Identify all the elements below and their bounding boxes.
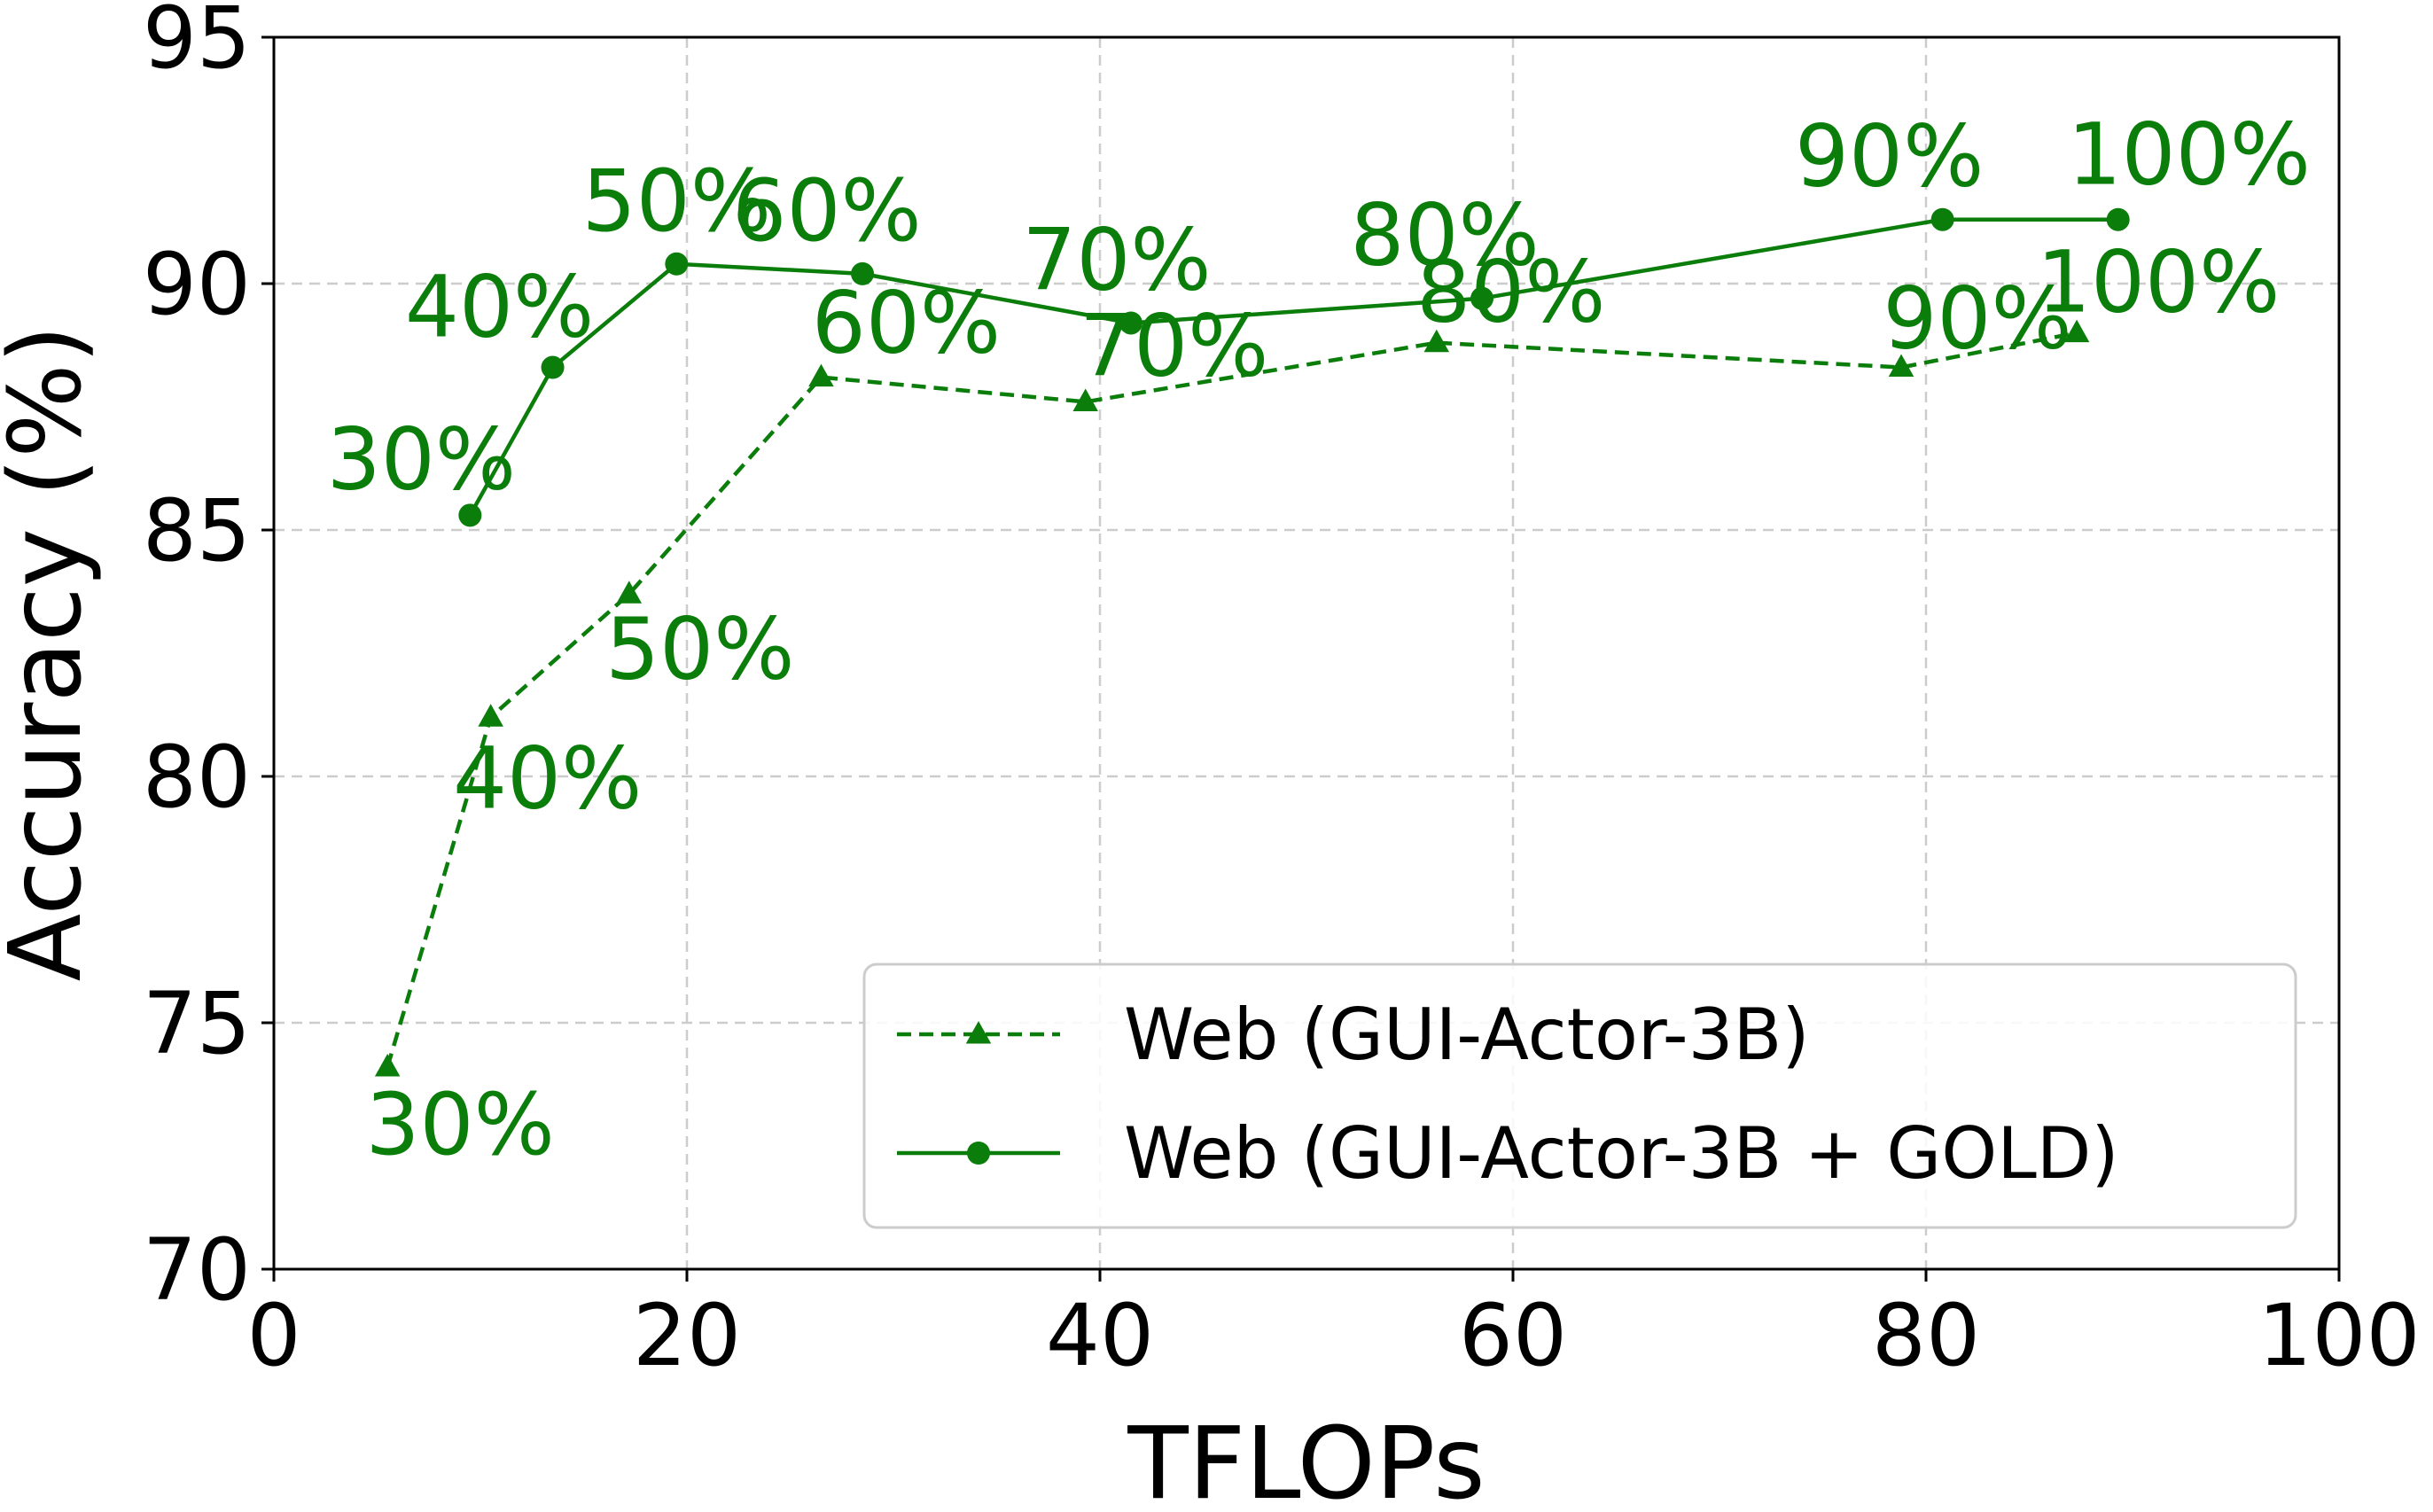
y-tick-label: 85 [143, 481, 251, 581]
data-point-circle [458, 503, 482, 527]
legend-item: Web (GUI-Actor-3B + GOLD) [897, 1112, 2119, 1195]
data-point-triangle [808, 363, 834, 387]
data-point-circle [1930, 207, 1954, 231]
plot-frame [272, 35, 2341, 1271]
data-point-triangle [374, 1054, 401, 1077]
series-layer [374, 207, 2130, 1077]
x-tick-label: 100 [2258, 1286, 2420, 1385]
point-label: 50% [582, 152, 771, 251]
data-point-triangle [616, 581, 643, 604]
data-point-circle [851, 261, 875, 285]
legend-label: Web (GUI-Actor-3B) [1124, 994, 1810, 1076]
legend-label: Web (GUI-Actor-3B + GOLD) [1124, 1112, 2119, 1195]
y-tick-label: 80 [143, 728, 251, 827]
series-gui-actor-3b-gold [458, 207, 2130, 527]
series-line [385, 331, 2078, 1068]
point-label: 90% [1883, 269, 2071, 369]
axis-ticks: 0 20 40 60 80 100 70 75 80 85 90 95 [143, 0, 2421, 1385]
point-label: 30% [327, 409, 516, 509]
x-tick-label: 0 [246, 1286, 300, 1385]
y-tick-label: 70 [143, 1220, 251, 1320]
x-axis-title: TFLOPs [1127, 1407, 1485, 1512]
point-label: 50% [605, 599, 794, 698]
y-tick-label: 90 [143, 235, 251, 334]
x-tick-label: 20 [633, 1286, 741, 1385]
y-tick-label: 75 [143, 974, 251, 1073]
legend: Web (GUI-Actor-3B) Web (GUI-Actor-3B + GO… [862, 963, 2297, 1229]
point-label: 60% [812, 274, 1001, 373]
data-point-triangle [478, 704, 503, 727]
legend-box [862, 963, 2297, 1229]
series-line [468, 217, 2118, 517]
point-label: 60% [732, 161, 921, 261]
data-point-triangle [1888, 354, 1914, 378]
data-point-triangle [2063, 319, 2090, 343]
point-label: 80% [1416, 243, 1605, 342]
data-point-circle [665, 252, 689, 276]
y-axis-title: Accuracy (%) [0, 325, 104, 982]
x-tick-label: 80 [1872, 1286, 1980, 1385]
x-tick-label: 60 [1459, 1286, 1567, 1385]
legend-item: Web (GUI-Actor-3B) [897, 994, 1810, 1076]
data-point-triangle [1423, 329, 1450, 353]
series-gui-actor-3b [374, 319, 2090, 1077]
data-point-circle [2106, 207, 2130, 231]
data-point-triangle [1072, 388, 1098, 411]
point-labels: 30%40%50%60% 70%80% 90%100%30%40%50%60% 70%… [327, 105, 2311, 1174]
point-label: 70% [1080, 296, 1268, 395]
point-label: 30% [365, 1075, 554, 1174]
point-label: 100% [2037, 233, 2280, 332]
point-label: 100% [2067, 105, 2310, 205]
legend-marker-circle [967, 1142, 990, 1165]
point-label: 80% [1350, 186, 1539, 285]
point-label: 40% [453, 729, 642, 828]
y-tick-label: 95 [143, 0, 251, 88]
point-label: 70% [1022, 210, 1211, 309]
data-point-circle [541, 355, 565, 379]
point-label: 90% [1795, 107, 1984, 207]
x-tick-label: 40 [1046, 1286, 1154, 1385]
legend-marker-triangle [965, 1021, 992, 1044]
data-point-circle [1470, 286, 1494, 310]
point-label: 40% [405, 258, 594, 357]
data-point-circle [1119, 311, 1142, 335]
